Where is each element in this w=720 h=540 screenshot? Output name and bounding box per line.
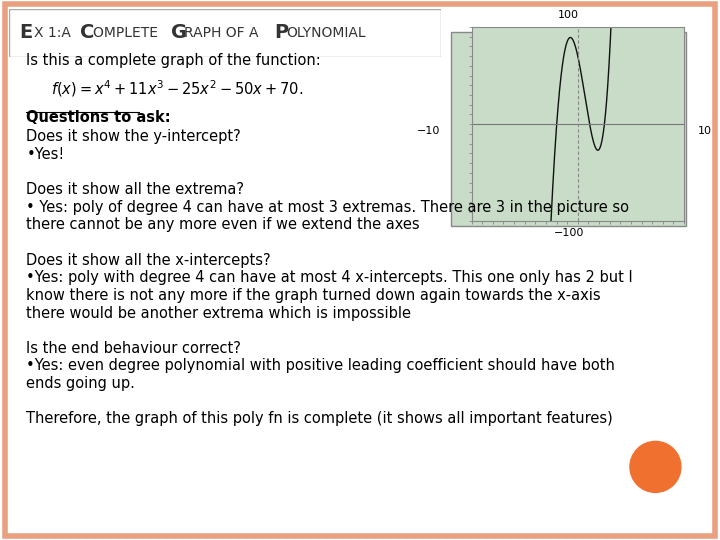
- Text: OMPLETE: OMPLETE: [93, 26, 162, 40]
- Circle shape: [630, 441, 681, 492]
- Text: Questions to ask:: Questions to ask:: [27, 110, 171, 125]
- Text: G: G: [171, 23, 186, 43]
- Text: $f(x) = x^4 + 11x^3 - 25x^2 - 50x + 70.$: $f(x) = x^4 + 11x^3 - 25x^2 - 50x + 70.$: [51, 78, 303, 99]
- Text: •Yes: even degree polynomial with positive leading coefficient should have both: •Yes: even degree polynomial with positi…: [27, 359, 615, 374]
- Text: X 1:A: X 1:A: [34, 26, 75, 40]
- Text: RAPH OF A: RAPH OF A: [184, 26, 263, 40]
- Text: there cannot be any more even if we extend the axes: there cannot be any more even if we exte…: [27, 218, 420, 232]
- Text: ends going up.: ends going up.: [27, 376, 135, 391]
- Text: Is this a complete graph of the function:: Is this a complete graph of the function…: [27, 53, 321, 69]
- Text: 100: 100: [558, 10, 580, 19]
- Bar: [451, 31, 686, 226]
- Text: −100: −100: [554, 228, 584, 238]
- Text: there would be another extrema which is impossible: there would be another extrema which is …: [27, 306, 411, 321]
- Text: •Yes: poly with degree 4 can have at most 4 x-intercepts. This one only has 2 bu: •Yes: poly with degree 4 can have at mos…: [27, 271, 633, 285]
- Text: 10: 10: [698, 126, 711, 136]
- Text: Therefore, the graph of this poly fn is complete (it shows all important feature: Therefore, the graph of this poly fn is …: [27, 411, 613, 427]
- Text: −10: −10: [417, 126, 440, 136]
- Text: OLYNOMIAL: OLYNOMIAL: [287, 26, 366, 40]
- Text: • Yes: poly of degree 4 can have at most 3 extremas. There are 3 in the picture : • Yes: poly of degree 4 can have at most…: [27, 200, 629, 215]
- Text: Does it show all the x-intercepts?: Does it show all the x-intercepts?: [27, 253, 271, 268]
- Text: •Yes!: •Yes!: [27, 147, 65, 162]
- Text: C: C: [80, 23, 94, 43]
- Text: know there is not any more if the graph turned down again towards the x-axis: know there is not any more if the graph …: [27, 288, 601, 303]
- Text: E: E: [19, 23, 32, 43]
- Text: Is the end behaviour correct?: Is the end behaviour correct?: [27, 341, 241, 356]
- Text: Does it show all the extrema?: Does it show all the extrema?: [27, 182, 244, 197]
- Text: Does it show the y-intercept?: Does it show the y-intercept?: [27, 129, 241, 144]
- Text: P: P: [274, 23, 289, 43]
